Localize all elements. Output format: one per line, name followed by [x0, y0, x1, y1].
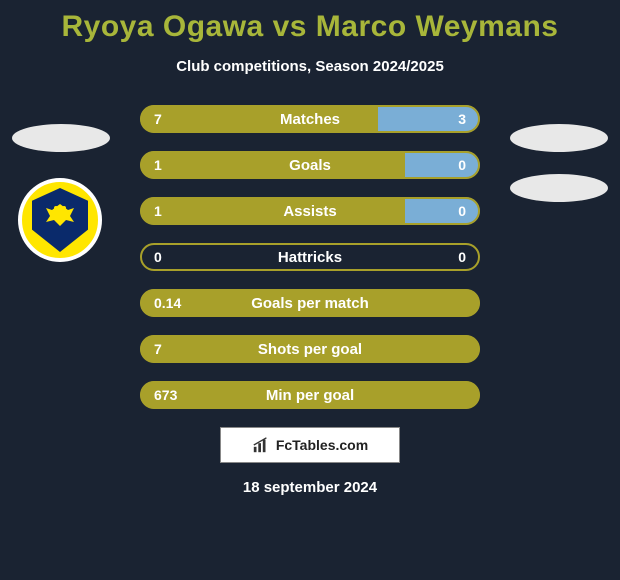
- club-crest: [18, 178, 102, 262]
- stat-label: Matches: [140, 111, 480, 128]
- stat-value-right: 3: [458, 111, 466, 127]
- stat-row: 1Goals0: [140, 151, 480, 179]
- stat-label: Shots per goal: [140, 341, 480, 358]
- stat-label: Goals per match: [140, 295, 480, 312]
- brand-text: FcTables.com: [276, 437, 368, 453]
- stat-value-right: 0: [458, 157, 466, 173]
- chart-icon: [252, 436, 270, 454]
- club-logo-placeholder: [12, 124, 110, 152]
- club-logo-placeholder: [510, 174, 608, 202]
- branding-box: FcTables.com: [220, 427, 400, 463]
- stat-row: 7Shots per goal: [140, 335, 480, 363]
- comparison-date: 18 september 2024: [0, 479, 620, 496]
- stat-row: 0.14Goals per match: [140, 289, 480, 317]
- stat-row: 673Min per goal: [140, 381, 480, 409]
- stat-label: Min per goal: [140, 387, 480, 404]
- stat-row: 1Assists0: [140, 197, 480, 225]
- stat-value-right: 0: [458, 203, 466, 219]
- player-left-logos: [12, 0, 112, 300]
- stats-container: 7Matches31Goals01Assists00Hattricks00.14…: [140, 105, 480, 409]
- stat-value-right: 0: [458, 249, 466, 265]
- stat-row: 0Hattricks0: [140, 243, 480, 271]
- stat-label: Assists: [140, 203, 480, 220]
- stat-label: Goals: [140, 157, 480, 174]
- stat-row: 7Matches3: [140, 105, 480, 133]
- stat-label: Hattricks: [140, 249, 480, 266]
- club-logo-placeholder: [510, 124, 608, 152]
- player-right-logos: [508, 0, 608, 300]
